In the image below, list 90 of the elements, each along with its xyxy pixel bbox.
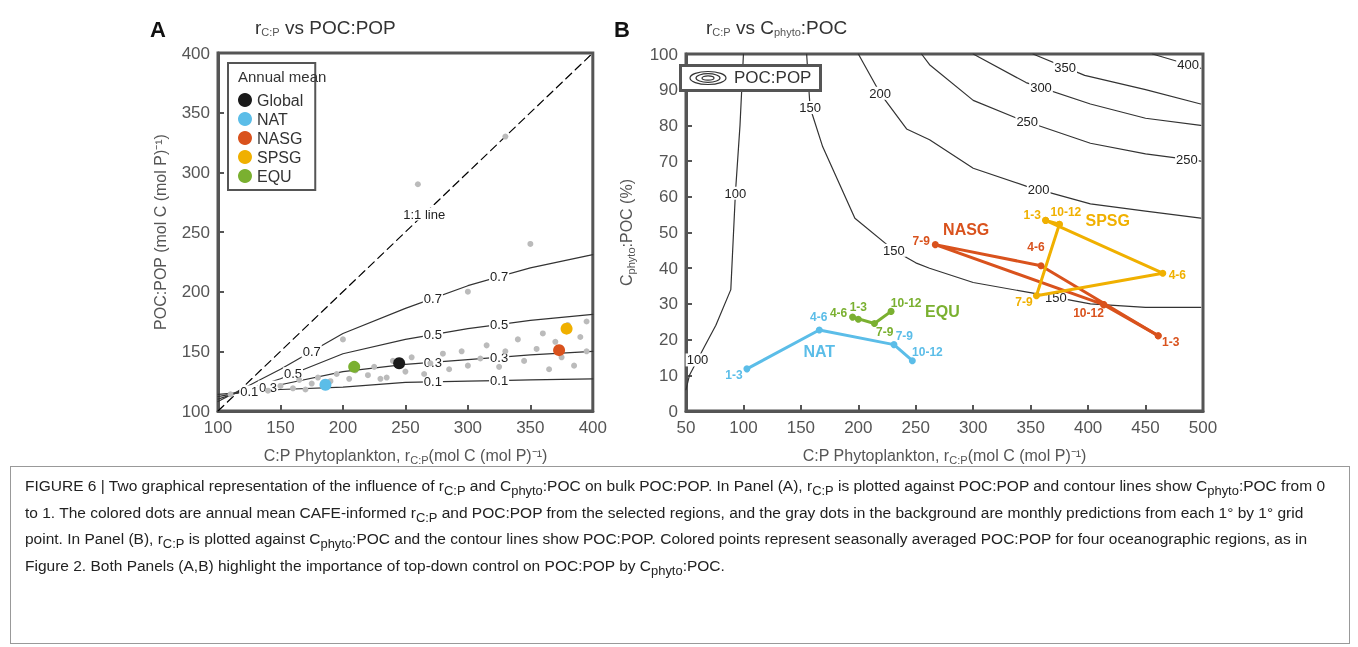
chart-title: rC:P vs POC:POP (255, 16, 396, 38)
data-label: 1-3 (1023, 208, 1042, 223)
data-label: 1-3 (849, 299, 868, 314)
x-tick-label: 350 (1016, 418, 1045, 437)
annotation: 0.5 (283, 366, 302, 382)
annotation: 0.3 (258, 379, 278, 395)
legend-title: POC:POP (734, 68, 812, 88)
x-tick-label: 100 (203, 418, 233, 437)
annotation: 0.1 (490, 373, 509, 389)
series-label: NASG (943, 220, 990, 238)
legend-label: Global (257, 91, 304, 109)
legend-label: EQU (257, 167, 292, 185)
y-tick-label: 150 (181, 341, 210, 361)
x-tick-label: 250 (901, 418, 930, 437)
contour-key-box: POC:POP (679, 64, 823, 92)
x-tick-label: 450 (1131, 418, 1160, 437)
y-axis-title: Cphyto:POC (%) (617, 179, 637, 286)
annotation: 0.3 (490, 349, 509, 365)
data-label: 10-12 (912, 344, 944, 359)
chart-title: rC:P vs Cphyto:POC (706, 16, 848, 38)
y-tick-label: 30 (659, 294, 678, 314)
data-label: 7-9 (876, 325, 894, 340)
y-tick-label: 80 (659, 115, 678, 135)
data-label: 7-9 (1015, 295, 1033, 310)
annotation: 0.5 (490, 316, 509, 332)
data-label: 10-12 (1050, 205, 1082, 220)
text: A (150, 16, 166, 42)
y-tick-label: 400 (181, 43, 210, 63)
data-label: 7-9 (895, 328, 914, 343)
x-tick-label: 400 (1073, 418, 1103, 437)
y-tick-label: 200 (181, 282, 210, 302)
x-tick-label: 350 (516, 418, 545, 437)
data-label: 7-9 (912, 234, 931, 249)
legend-label: SPSG (257, 148, 302, 166)
y-tick-label: 90 (659, 80, 678, 100)
annotation: 150 (799, 100, 821, 116)
x-tick-label: 150 (786, 418, 816, 437)
annotation: 0.5 (423, 327, 442, 343)
y-tick-label: 40 (659, 258, 678, 278)
legend-label: NASG (257, 129, 303, 147)
annotation: 0.7 (302, 343, 321, 359)
y-tick-label: 100 (181, 401, 210, 421)
y-axis-title: POC:POP (mol C (mol P)⁻¹) (151, 134, 169, 330)
x-tick-label: 300 (959, 418, 988, 437)
y-tick-label: 10 (659, 365, 678, 385)
y-tick-label: 100 (649, 44, 678, 64)
y-tick-label: 20 (659, 330, 678, 350)
x-tick-label: 400 (578, 418, 608, 437)
data-label: 1-3 (1162, 335, 1180, 350)
annotation: 250 (1176, 151, 1198, 167)
x-tick-label: 100 (729, 418, 758, 437)
y-tick-label: 70 (659, 151, 678, 171)
data-label: 4-6 (1027, 240, 1045, 255)
annotation: 300 (1030, 80, 1052, 96)
data-label: 4-6 (829, 306, 848, 321)
data-label: 4-6 (809, 310, 828, 325)
text: B (614, 16, 630, 42)
annotation: 100 (686, 352, 709, 368)
annotation: 0.7 (490, 269, 509, 285)
y-tick-label: 300 (181, 162, 210, 182)
data-label: 4-6 (1168, 267, 1187, 282)
y-tick-label: 50 (659, 223, 678, 242)
x-tick-label: 150 (266, 418, 295, 437)
data-label: 10-12 (1073, 306, 1105, 321)
x-tick-label: 200 (844, 418, 873, 437)
series-label: EQU (925, 302, 960, 320)
y-tick-label: 60 (659, 187, 678, 207)
annotation: 100 (724, 185, 747, 201)
annotation: 200 (1027, 182, 1050, 198)
annotation: 400 (1177, 57, 1199, 73)
annotation: 350 (1054, 59, 1076, 75)
y-tick-label: 250 (181, 222, 210, 242)
x-tick-label: 200 (328, 418, 358, 437)
annotation: 1:1 line (403, 206, 446, 222)
annotation: 250 (1016, 114, 1039, 130)
x-tick-label: 500 (1188, 418, 1218, 437)
x-tick-label: 300 (453, 418, 483, 437)
x-tick-label: 50 (676, 418, 696, 437)
data-label: 10-12 (890, 295, 922, 310)
series-label: NAT (803, 343, 836, 361)
annotation: 0.1 (423, 374, 442, 390)
data-label: 1-3 (725, 367, 743, 382)
y-tick-label: 350 (181, 103, 210, 123)
annotation: 0.1 (240, 384, 259, 400)
legend-label: NAT (257, 110, 289, 128)
annotation: 0.7 (423, 290, 442, 306)
x-tick-label: 250 (391, 418, 420, 437)
y-tick-label: 0 (668, 401, 678, 421)
series-label: SPSG (1085, 211, 1130, 229)
text: FIGURE 6 | Two graphical representation of the influence of r$_{C:P}$ and C$_{phyto}$:POC on bulk POC:POP. In Panel (A), r$_{C:P}$ is plotted against POC:POP and contour lines show C$_{phyto}$:POC from 0 to 1. The colored dots are annual mean CAFE-informed r$_{C:P}$ and POC:POP from the selected regions, and the gray dots in the background are monthly predictions from each 1° by 1° grid point. In Panel (B), r$_{C:P}$ is plotted against C$_{phyto}$:POC and the contour lines show POC:POP. Colored points represent seasonally averaged POC:POP for four oceanographic regions, as in Figure 2. Both Panels (A,B) highlight the importance of top-down control on POC:POP by C$_{phyto}$:POC. (25, 477, 1326, 578)
